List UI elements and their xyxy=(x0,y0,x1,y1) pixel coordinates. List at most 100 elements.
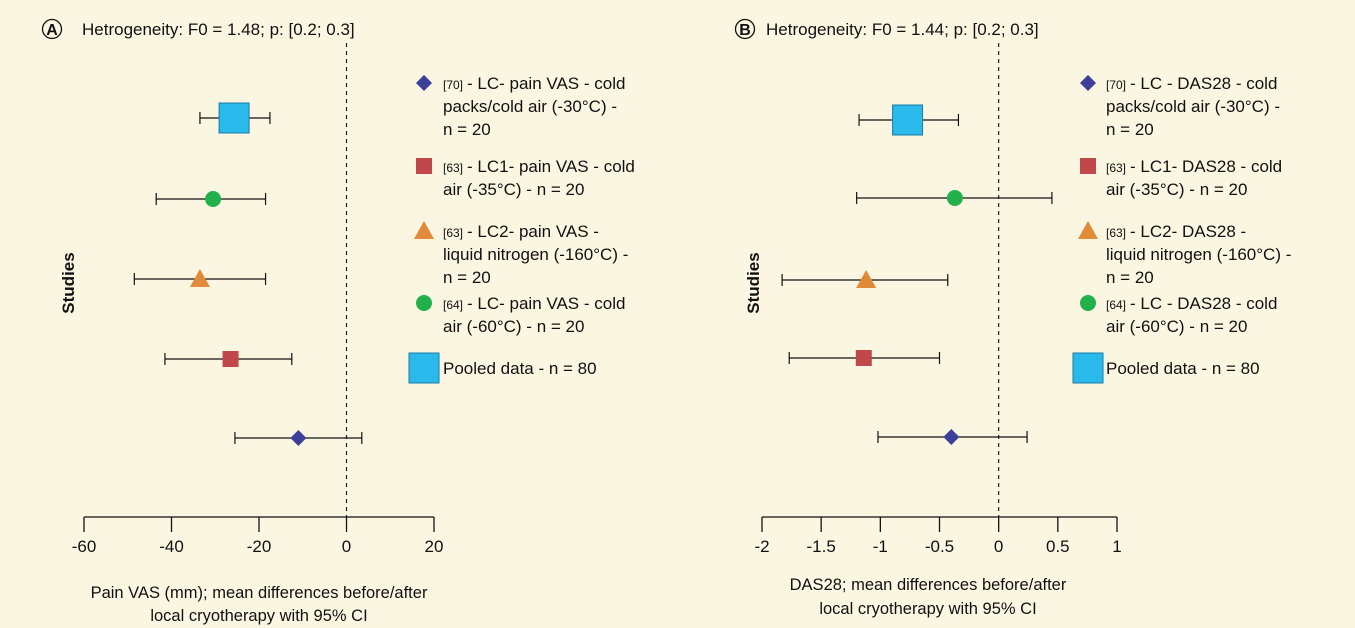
study-row-pooled xyxy=(199,102,271,134)
legend-item: [63] - LC2- DAS28 - liquid nitrogen (-160°… xyxy=(1078,221,1291,287)
x-tick-label: -2 xyxy=(754,537,769,556)
point-marker xyxy=(290,430,307,446)
x-tick-label: -20 xyxy=(247,537,272,556)
legend-line: n = 20 xyxy=(443,120,491,139)
legend-item: Pooled data - n = 80 xyxy=(408,352,597,384)
study-row-s63b xyxy=(781,270,949,288)
legend-line: liquid nitrogen (-160°C) - xyxy=(1106,245,1291,264)
legend-line: - LC- pain VAS - cold xyxy=(467,74,625,93)
point-marker xyxy=(855,350,872,366)
legend-text: [63] - LC2- pain VAS - xyxy=(443,222,599,241)
x-tick-label: -40 xyxy=(159,537,184,556)
legend-ref: [64] xyxy=(1106,298,1126,312)
legend-marker xyxy=(408,352,440,384)
study-row-s70 xyxy=(234,430,363,446)
point-marker xyxy=(205,191,222,207)
legend-text: [70] - LC - DAS28 - cold xyxy=(1106,74,1277,93)
x-tick-label: 0 xyxy=(342,537,351,556)
legend: [70] - LC - DAS28 - cold packs/cold air (-… xyxy=(1072,74,1291,384)
legend-text: [64] - LC - DAS28 - cold xyxy=(1106,294,1277,313)
x-axis-label: Pain VAS (mm); mean differences before/a… xyxy=(91,584,428,602)
legend-ref: [63] xyxy=(443,226,463,240)
legend-line: packs/cold air (-30°C) - xyxy=(1106,97,1280,116)
point-marker xyxy=(856,270,877,288)
legend-text: [63] - LC1- DAS28 - cold xyxy=(1106,157,1282,176)
point-marker xyxy=(946,190,963,206)
study-row-s64 xyxy=(155,191,267,207)
legend-text: [70] - LC- pain VAS - cold xyxy=(443,74,625,93)
panel-letter-circle xyxy=(41,18,63,40)
legend-item: [64] - LC- pain VAS - cold air (-60°C) - n… xyxy=(416,294,625,336)
legend-item: [64] - LC - DAS28 - cold air (-60°C) - n =… xyxy=(1080,294,1277,336)
study-row-s63a xyxy=(788,350,941,366)
x-tick-label: 0.5 xyxy=(1046,537,1070,556)
legend-line: - LC2- pain VAS - xyxy=(467,222,599,241)
legend-text: [63] - LC1- pain VAS - cold xyxy=(443,157,635,176)
legend-line: air (-35°C) - n = 20 xyxy=(443,180,584,199)
y-axis-label: Studies xyxy=(59,252,78,313)
legend-line: packs/cold air (-30°C) - xyxy=(443,97,617,116)
legend-marker xyxy=(416,295,432,311)
legend-marker xyxy=(1072,352,1104,384)
study-row-s64 xyxy=(856,190,1053,206)
x-tick-label: -1 xyxy=(873,537,888,556)
legend-line: n = 20 xyxy=(1106,268,1154,287)
legend-line: n = 20 xyxy=(443,268,491,287)
legend-ref: [70] xyxy=(443,78,463,92)
legend-line: air (-35°C) - n = 20 xyxy=(1106,180,1247,199)
legend-item: [63] - LC1- DAS28 - cold air (-35°C) - n =… xyxy=(1080,157,1282,199)
legend-line: - LC1- DAS28 - cold xyxy=(1130,157,1282,176)
legend-item: Pooled data - n = 80 xyxy=(1072,352,1260,384)
legend-line: - LC- pain VAS - cold xyxy=(467,294,625,313)
x-tick-label: 0 xyxy=(994,537,1003,556)
legend-line: - LC1- pain VAS - cold xyxy=(467,157,635,176)
legend-ref: [64] xyxy=(443,298,463,312)
legend-item: [70] - LC - DAS28 - cold packs/cold air (-… xyxy=(1080,74,1280,139)
legend: [70] - LC- pain VAS - cold packs/cold air … xyxy=(408,74,635,384)
x-tick-label: 20 xyxy=(425,537,444,556)
legend-marker xyxy=(416,75,432,91)
forest-panel-a: A Hetrogeneity: F0 = 1.48; p: [0.2; 0.3] S… xyxy=(41,18,635,625)
panel-letter: B xyxy=(739,22,751,39)
heterogeneity-text: Hetrogeneity: F0 = 1.44; p: [0.2; 0.3] xyxy=(766,20,1039,39)
x-tick-label: -60 xyxy=(72,537,97,556)
x-tick-label: -1.5 xyxy=(807,537,836,556)
study-row-pooled xyxy=(858,104,960,136)
study-row-s70 xyxy=(877,429,1028,445)
y-axis-label: Studies xyxy=(744,252,763,313)
legend-ref: [63] xyxy=(443,161,463,175)
x-axis-label: DAS28; mean differences before/after xyxy=(790,576,1067,594)
legend-line: air (-60°C) - n = 20 xyxy=(1106,317,1247,336)
panel-letter: A xyxy=(46,22,58,39)
legend-marker xyxy=(416,158,432,174)
legend-ref: [63] xyxy=(1106,161,1126,175)
legend-marker xyxy=(1080,295,1096,311)
legend-line: - LC2- DAS28 - xyxy=(1130,222,1246,241)
study-row-s63a xyxy=(164,351,293,367)
legend-line: - LC - DAS28 - cold xyxy=(1130,294,1277,313)
legend-marker xyxy=(1080,75,1096,91)
point-marker xyxy=(218,102,250,134)
legend-line: Pooled data - n = 80 xyxy=(1106,359,1260,378)
legend-line: air (-60°C) - n = 20 xyxy=(443,317,584,336)
legend-line: - LC - DAS28 - cold xyxy=(1130,74,1277,93)
legend-marker xyxy=(1078,221,1098,239)
legend-marker xyxy=(1080,158,1096,174)
point-marker xyxy=(222,351,239,367)
x-axis-label: local cryotherapy with 95% CI xyxy=(819,600,1036,618)
legend-marker xyxy=(414,221,434,239)
forest-panel-b: B Hetrogeneity: F0 = 1.44; p: [0.2; 0.3] S… xyxy=(734,18,1291,618)
x-tick-label: 1 xyxy=(1112,537,1121,556)
point-marker xyxy=(943,429,960,445)
heterogeneity-text: Hetrogeneity: F0 = 1.48; p: [0.2; 0.3] xyxy=(82,20,355,39)
legend-text: [64] - LC- pain VAS - cold xyxy=(443,294,625,313)
x-axis-label: local cryotherapy with 95% CI xyxy=(150,607,367,625)
study-row-s63b xyxy=(133,269,267,287)
legend-ref: [70] xyxy=(1106,78,1126,92)
legend-line: n = 20 xyxy=(1106,120,1154,139)
x-tick-label: -0.5 xyxy=(925,537,954,556)
point-marker xyxy=(892,104,924,136)
panel-letter-circle xyxy=(734,18,756,40)
legend-line: liquid nitrogen (-160°C) - xyxy=(443,245,628,264)
